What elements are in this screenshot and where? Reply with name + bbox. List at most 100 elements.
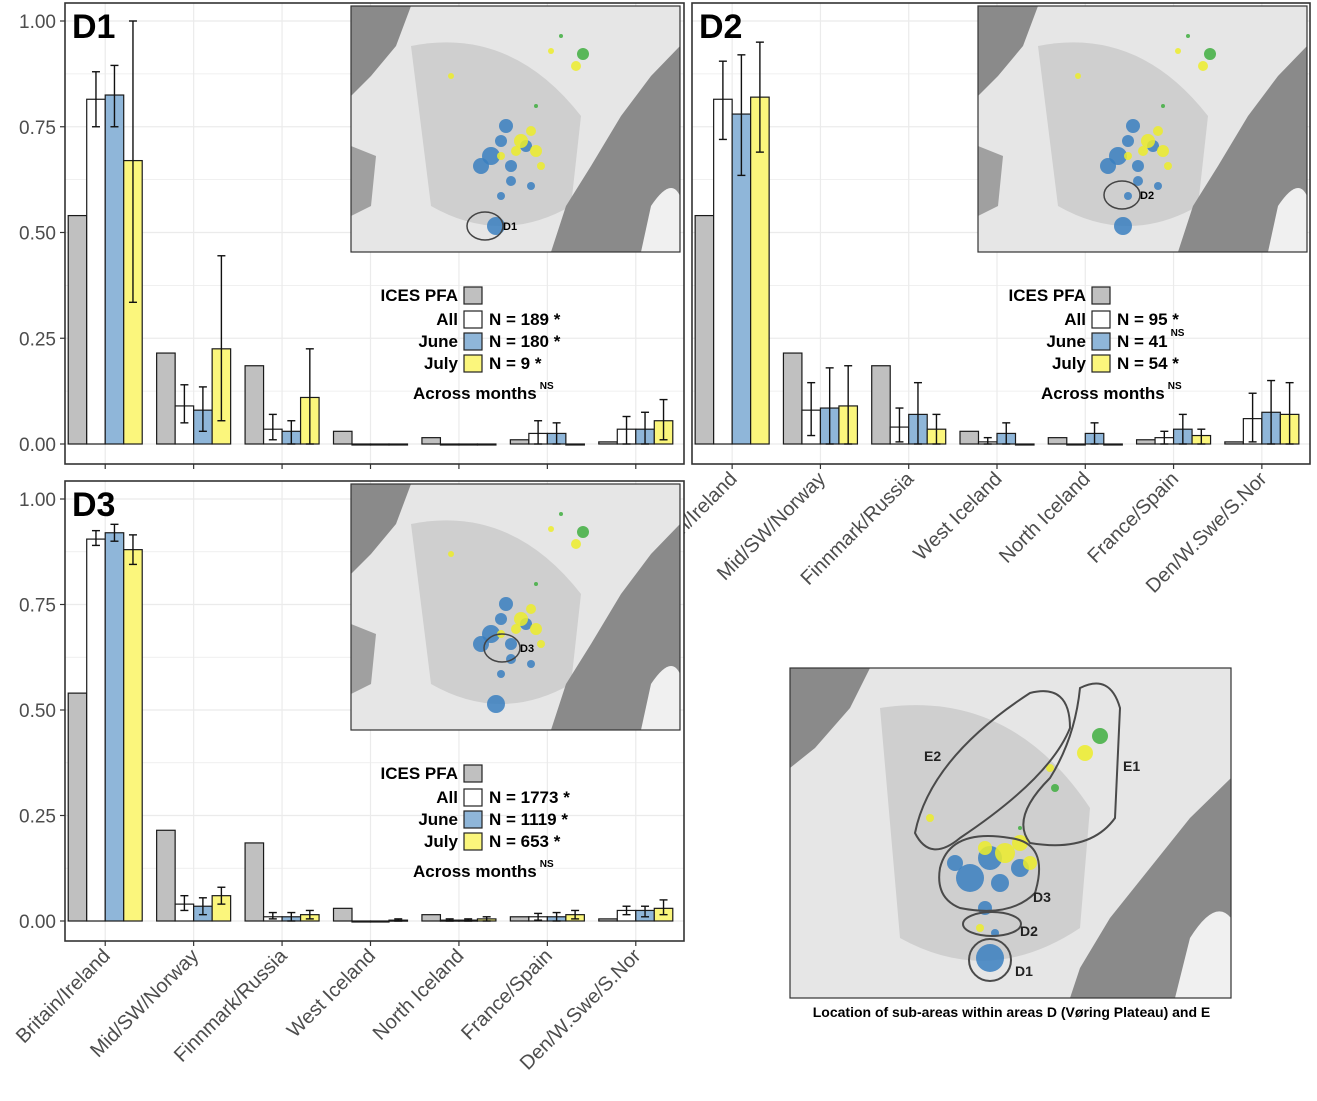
- legend-label: July: [1052, 354, 1087, 373]
- map-land-greenland: [351, 484, 411, 574]
- map-point: [559, 512, 563, 516]
- bar-ices-pfa: [509, 439, 530, 445]
- y-tick-label: 0.50: [19, 701, 56, 722]
- plot-border: [691, 2, 1311, 465]
- map-point: [577, 48, 589, 60]
- legend-n: N = 653 *: [489, 832, 561, 851]
- map-point: [487, 695, 505, 713]
- legend-n: N = 180 *: [489, 332, 561, 351]
- x-tick-label: North Iceland: [995, 468, 1095, 568]
- map-point: [527, 182, 535, 190]
- map-point: [527, 660, 535, 668]
- map-point: [1175, 48, 1181, 54]
- legend-n: N = 9 *: [489, 354, 542, 373]
- bar-june: [458, 443, 479, 446]
- x-tick-label: France/Spain: [457, 945, 557, 1045]
- map-land-sweden: [1175, 911, 1231, 998]
- legend-sup: NS: [1171, 328, 1185, 339]
- legend-key-pfa: [1091, 286, 1111, 305]
- y-tick-label: 0.00: [19, 435, 56, 456]
- legend-label: July: [424, 832, 459, 851]
- map-point: [448, 551, 454, 557]
- legend-label: June: [418, 810, 458, 829]
- sub-area-outline: [1103, 180, 1141, 210]
- map-point: [1114, 217, 1132, 235]
- map-point: [473, 158, 489, 174]
- legend-key: [1091, 354, 1111, 373]
- panel-title: D1: [72, 8, 115, 46]
- map-point: [1023, 856, 1037, 870]
- y-tick-label: 0.75: [19, 118, 56, 139]
- map-land-iceland: [351, 624, 376, 694]
- map-point: [514, 134, 528, 148]
- bar-ices-pfa: [782, 352, 803, 445]
- map-point: [499, 597, 513, 611]
- map-point: [448, 73, 454, 79]
- sub-area-outline: [466, 211, 504, 241]
- map-point: [1126, 119, 1140, 133]
- bar-june: [369, 443, 390, 446]
- legend-key: [463, 354, 483, 373]
- map-deep-basin: [411, 42, 581, 227]
- panel-title: D3: [72, 486, 115, 524]
- map-point: [1018, 826, 1022, 830]
- map-point: [548, 526, 554, 532]
- map-point: [505, 160, 517, 172]
- legend-title: ICES PFA: [381, 286, 458, 305]
- map-point: [1161, 104, 1165, 108]
- map-land-norway: [551, 524, 680, 730]
- legend-footer: Across months: [413, 862, 537, 881]
- bar-ices-pfa: [1135, 439, 1156, 445]
- sub-area-label: D1: [503, 221, 517, 233]
- y-tick-label: 1.00: [19, 12, 56, 33]
- map-point: [537, 640, 545, 648]
- legend-label: June: [1046, 332, 1086, 351]
- bar-all: [86, 98, 106, 445]
- legend-key: [463, 810, 483, 829]
- map-point: [1046, 764, 1054, 772]
- map-point: [947, 855, 963, 871]
- map-point: [548, 48, 554, 54]
- legend-key-pfa: [463, 286, 483, 305]
- map-land-greenland: [351, 6, 411, 96]
- map-point: [1198, 61, 1208, 71]
- bar-june: [369, 920, 390, 923]
- map-point: [497, 152, 505, 160]
- legend-n: N = 1119 *: [489, 810, 568, 829]
- legend-key: [463, 832, 483, 851]
- bar-ices-pfa: [1047, 437, 1068, 445]
- bar-july: [476, 443, 497, 446]
- map-point: [526, 604, 536, 614]
- bar-ices-pfa: [598, 918, 618, 922]
- bar-ices-pfa: [871, 365, 891, 445]
- map-point: [1092, 728, 1108, 744]
- bar-ices-pfa: [421, 914, 442, 922]
- overview-label: D2: [1020, 923, 1038, 939]
- x-tick-label: West Iceland: [283, 945, 380, 1042]
- y-tick-label: 0.50: [19, 224, 56, 245]
- x-tick-label: West Iceland: [909, 468, 1006, 565]
- map-land-sweden: [641, 666, 680, 730]
- legend-label: July: [424, 354, 459, 373]
- map-land-sweden: [1268, 188, 1307, 252]
- bar-june: [104, 532, 125, 922]
- map-point: [511, 146, 521, 156]
- bar-ices-pfa: [694, 214, 715, 445]
- bar-july: [123, 549, 143, 922]
- bar-june: [104, 94, 125, 445]
- bar-july: [1103, 443, 1123, 446]
- map-point: [995, 843, 1015, 863]
- overview-label: D3: [1033, 889, 1051, 905]
- legend-footer: Across months: [1041, 384, 1165, 403]
- map-point: [1164, 162, 1172, 170]
- sub-area-label: D3: [520, 643, 534, 655]
- map-deep-basin: [880, 705, 1090, 961]
- bar-ices-pfa: [1224, 441, 1244, 445]
- map-point: [991, 874, 1009, 892]
- map-point: [534, 104, 538, 108]
- map-point: [978, 841, 992, 855]
- map-point: [1075, 73, 1081, 79]
- bar-ices-pfa: [244, 842, 265, 922]
- legend-n: N = 189 *: [489, 310, 561, 329]
